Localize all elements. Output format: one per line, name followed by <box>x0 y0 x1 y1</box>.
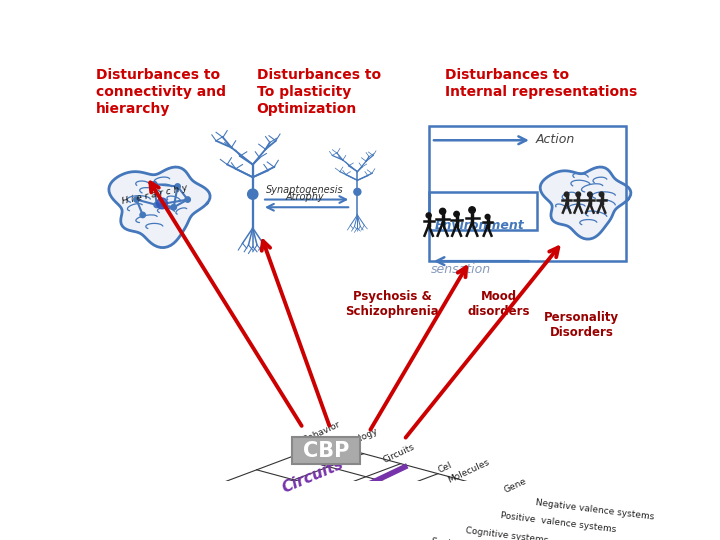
Text: sensation: sensation <box>431 264 491 276</box>
Circle shape <box>185 197 190 202</box>
Circle shape <box>134 197 139 202</box>
FancyBboxPatch shape <box>292 437 361 464</box>
Circle shape <box>157 198 168 209</box>
Text: Disturbances to
Internal representations: Disturbances to Internal representations <box>445 68 637 99</box>
Polygon shape <box>109 167 210 247</box>
Text: Cognitive systems: Cognitive systems <box>466 526 549 540</box>
Text: Synaptogenesis: Synaptogenesis <box>266 185 343 195</box>
Text: Negative valence systems: Negative valence systems <box>535 498 654 521</box>
Text: Molecules: Molecules <box>446 457 490 485</box>
Circle shape <box>599 192 604 197</box>
Circle shape <box>152 181 157 187</box>
Text: Positive  valence systems: Positive valence systems <box>500 511 617 534</box>
Text: Social processes  systems: Social processes systems <box>431 537 549 540</box>
Circle shape <box>485 214 490 219</box>
Polygon shape <box>540 167 631 239</box>
Text: Circuits: Circuits <box>279 456 346 495</box>
Text: CBP: CBP <box>303 441 350 461</box>
Text: Disturbances to
To plasticity
Optimization: Disturbances to To plasticity Optimizati… <box>256 68 381 117</box>
Circle shape <box>171 205 176 210</box>
Text: Mood
disorders: Mood disorders <box>468 289 531 318</box>
Text: Gene: Gene <box>503 476 528 495</box>
Circle shape <box>354 188 361 195</box>
Circle shape <box>140 212 145 218</box>
Text: Personality
Disorders: Personality Disorders <box>544 311 619 339</box>
Text: Disturbances to
connectivity and
hierarchy: Disturbances to connectivity and hierarc… <box>96 68 226 117</box>
Circle shape <box>175 184 180 189</box>
Circle shape <box>454 211 459 217</box>
Text: Environment: Environment <box>435 219 525 232</box>
Circle shape <box>576 192 580 197</box>
Text: H i e r a r c h y: H i e r a r c h y <box>121 183 188 206</box>
Text: Behavior: Behavior <box>302 420 342 445</box>
Circle shape <box>588 192 592 197</box>
Circle shape <box>564 192 569 197</box>
Circle shape <box>469 207 475 213</box>
Text: Cel: Cel <box>436 461 454 475</box>
Text: Action: Action <box>536 132 575 146</box>
Text: Circuits: Circuits <box>382 442 416 465</box>
Circle shape <box>248 189 258 199</box>
Circle shape <box>154 202 159 208</box>
Text: Atrophy: Atrophy <box>285 192 324 202</box>
Text: Psychosis &
Schizophrenia: Psychosis & Schizophrenia <box>346 289 439 318</box>
Circle shape <box>439 208 446 214</box>
Circle shape <box>426 213 431 218</box>
Text: Physiology: Physiology <box>331 426 379 455</box>
